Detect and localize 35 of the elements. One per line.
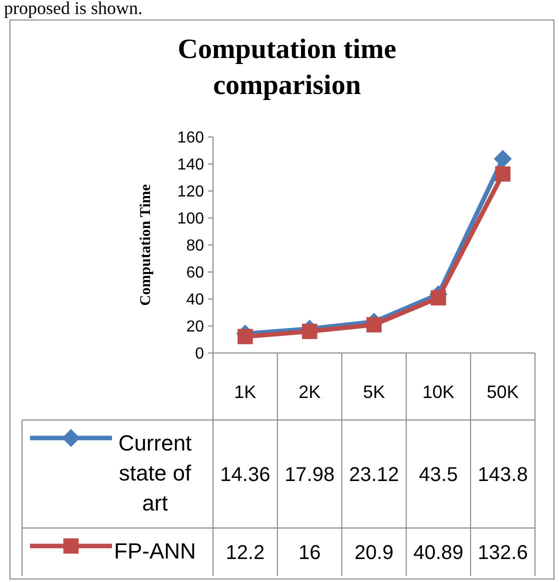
x-tick-label: 2K (298, 382, 321, 402)
text: proposed is shown. (4, 0, 142, 18)
y-tick-label: 140 (177, 156, 204, 174)
data-label: 23.12 (348, 464, 400, 486)
point (238, 328, 253, 344)
data-label: 12.2 (226, 542, 265, 564)
legend-label: FP-ANN (114, 538, 196, 564)
y-tick-label: 20 (186, 318, 204, 336)
data-label: 17.98 (284, 464, 335, 486)
data-label: 40.89 (413, 542, 464, 564)
data-label: 20.9 (354, 542, 394, 564)
x-tick-label: 10K (422, 382, 454, 402)
y-tick-label: 120 (177, 184, 204, 201)
point (430, 290, 446, 306)
y-tick-label: 160 (177, 130, 204, 147)
y-tick-label: 100 (177, 210, 204, 228)
x-tick-label: 5K (362, 382, 386, 402)
data-label: 143.8 (478, 464, 528, 486)
y-tick-label: 60 (186, 264, 204, 282)
data-label: 14.36 (220, 464, 270, 486)
x-tick-label: 1K (234, 382, 256, 402)
data-label: 16 (298, 542, 321, 564)
data-label: 132.6 (478, 542, 528, 564)
data-label: 43.5 (418, 464, 458, 486)
point (494, 150, 512, 168)
point (495, 166, 510, 182)
x-tick-label: 50K (486, 382, 519, 402)
y-tick-label: 40 (186, 292, 204, 309)
point (366, 317, 382, 332)
y-axis-title: Computation Time (138, 184, 154, 306)
y-tick-label: 80 (186, 238, 204, 255)
chart-title: Computation time comparision (178, 34, 396, 101)
y-tick-label: 0 (195, 346, 204, 363)
point (302, 324, 318, 340)
legend-label: Current state of art (118, 430, 192, 516)
